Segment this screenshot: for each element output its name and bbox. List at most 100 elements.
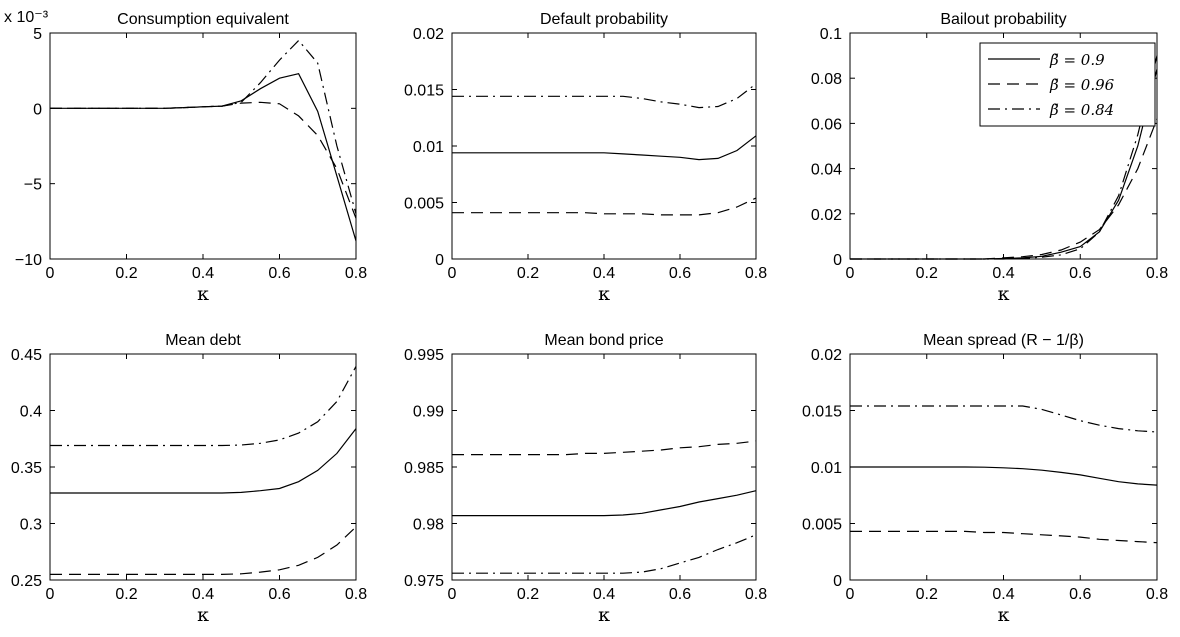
- chart-title: Consumption equivalent: [117, 11, 289, 28]
- y-tick-label: 0.01: [413, 139, 444, 156]
- y-tick-label: 0.4: [20, 404, 42, 421]
- y-tick-label: 0: [833, 252, 842, 269]
- x-tick-label: 0.6: [268, 586, 290, 603]
- y-tick-label: 0.995: [404, 347, 444, 364]
- chart-title: Mean bond price: [544, 332, 663, 349]
- y-tick-label: 0.985: [404, 460, 444, 477]
- x-tick-label: 0: [846, 586, 855, 603]
- series-line: [50, 39, 357, 214]
- x-tick-label: 0.2: [115, 586, 137, 603]
- x-tick-label: 0.8: [1146, 586, 1168, 603]
- series-line: [452, 83, 757, 109]
- x-tick-label: 0.8: [1146, 265, 1168, 282]
- x-tick-label: 0.8: [345, 265, 367, 282]
- x-tick-label: 0.4: [192, 265, 214, 282]
- x-tick-label: 0.6: [1069, 265, 1091, 282]
- axes-box: [49, 353, 357, 581]
- series-line: [452, 197, 757, 216]
- series-line: [850, 530, 1158, 544]
- y-tick-label: 0.35: [11, 460, 42, 477]
- x-axis-label: κ: [598, 283, 610, 305]
- series-line: [850, 55, 1158, 260]
- x-axis-label: κ: [998, 283, 1010, 305]
- x-axis-label: κ: [598, 604, 610, 626]
- y-tick-label: 0.3: [20, 517, 42, 534]
- y-tick-label: 0.99: [413, 404, 444, 421]
- chart-panel: Bailout probability 0 0.2 0.4 0.6 0.8 0 0.02 0.0…: [811, 11, 1168, 305]
- chart-panel: Mean spread (R − 1/β) 0 0.2 0.4 0.6 0.8 0 0.005…: [802, 332, 1168, 626]
- x-tick-label: 0.6: [268, 265, 290, 282]
- x-tick-label: 0.8: [345, 586, 367, 603]
- y-tick-label: −10: [15, 252, 42, 269]
- y-tick-label: 0.02: [811, 207, 842, 224]
- series-line: [850, 405, 1158, 433]
- x-axis-label: κ: [197, 283, 209, 305]
- x-tick-label: 0.6: [1069, 586, 1091, 603]
- y-tick-label: 0: [435, 252, 444, 269]
- x-tick-label: 0.4: [992, 586, 1014, 603]
- x-tick-label: 0: [448, 586, 457, 603]
- y-tick-label: 0.25: [11, 573, 42, 590]
- y-tick-label: 0.04: [811, 162, 842, 179]
- legend-label: β̃ = 0.84: [1049, 101, 1114, 119]
- y-tick-label: 0: [833, 573, 842, 590]
- legend-label: β̃ = 0.9: [1049, 51, 1105, 69]
- chart-panel: Mean bond price 0 0.2 0.4 0.6 0.8 0.975 0.98 0.9…: [404, 332, 767, 626]
- y-tick-label: 0.02: [413, 26, 444, 43]
- y-tick-label: 0.975: [404, 573, 444, 590]
- y-tick-label: 0.015: [404, 83, 444, 100]
- x-axis-label: κ: [998, 604, 1010, 626]
- series-line: [452, 534, 757, 574]
- chart-panel: Mean debt 0 0.2 0.4 0.6 0.8 0.25 0.3 0.35 0.4 0.45…: [11, 332, 367, 626]
- series-line: [50, 73, 357, 242]
- y-tick-label: 0.45: [11, 347, 42, 364]
- x-tick-label: 0.2: [916, 586, 938, 603]
- legend: β̃ = 0.9 β̃ = 0.96 β̃ = 0.84: [979, 42, 1156, 127]
- series-line: [850, 118, 1158, 260]
- x-tick-label: 0.2: [115, 265, 137, 282]
- chart-title: Bailout probability: [940, 11, 1066, 28]
- series-line: [452, 135, 757, 161]
- axes-box: [451, 32, 757, 260]
- y-tick-label: 0.015: [802, 404, 842, 421]
- x-tick-label: 0.4: [992, 265, 1014, 282]
- chart-title: Mean spread (R − 1/β): [923, 332, 1084, 349]
- chart-title: Default probability: [540, 11, 668, 28]
- x-tick-label: 0: [846, 265, 855, 282]
- x-tick-label: 0.8: [745, 586, 767, 603]
- series-line: [50, 526, 357, 576]
- x-tick-label: 0.4: [593, 265, 615, 282]
- axes-box: [451, 353, 757, 581]
- series-line: [850, 466, 1158, 486]
- x-tick-label: 0.4: [192, 586, 214, 603]
- y-tick-label: 0.005: [802, 517, 842, 534]
- y-tick-label: −5: [24, 177, 42, 194]
- x-tick-label: 0.8: [745, 265, 767, 282]
- series-line: [452, 440, 757, 456]
- y-tick-label: 0: [33, 101, 42, 118]
- x-tick-label: 0.2: [517, 586, 539, 603]
- x-tick-label: 0.2: [916, 265, 938, 282]
- x-tick-label: 0.6: [669, 586, 691, 603]
- x-tick-label: 0.4: [593, 586, 615, 603]
- y-tick-label: 0.06: [811, 116, 842, 133]
- series-line: [452, 490, 757, 517]
- chart-panel: Consumption equivalent 0 0.2 0.4 0.6 0.8 −10 −5…: [4, 9, 367, 305]
- x-tick-label: 0.6: [669, 265, 691, 282]
- y-tick-label: 0.005: [404, 196, 444, 213]
- y-tick-label: 0.08: [811, 71, 842, 88]
- x-axis-label: κ: [197, 604, 209, 626]
- y-tick-label: 0.01: [811, 460, 842, 477]
- chart-panel: Default probability 0 0.2 0.4 0.6 0.8 0 0.005 0.…: [404, 11, 767, 305]
- y-tick-label: 0.98: [413, 517, 444, 534]
- series-line: [50, 366, 357, 447]
- y-tick-label: 0.1: [820, 26, 842, 43]
- series-line: [50, 428, 357, 494]
- x-tick-label: 0: [46, 265, 55, 282]
- y-tick-label: 0.02: [811, 347, 842, 364]
- x-tick-label: 0: [46, 586, 55, 603]
- axes-box: [49, 32, 357, 260]
- x-tick-label: 0: [448, 265, 457, 282]
- y-tick-label: 5: [33, 26, 42, 43]
